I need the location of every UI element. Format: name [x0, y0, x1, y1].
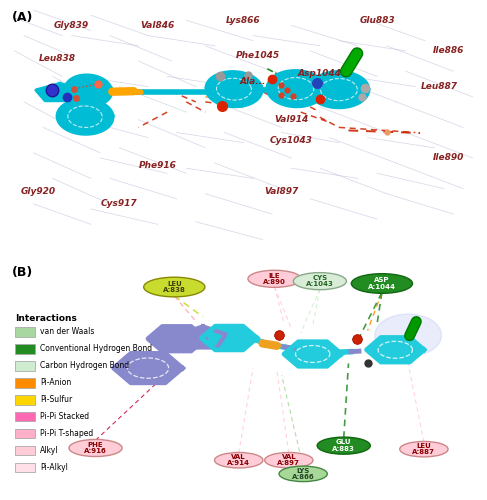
Polygon shape — [113, 354, 183, 383]
FancyBboxPatch shape — [16, 429, 36, 438]
Polygon shape — [267, 71, 325, 106]
Text: Ile886: Ile886 — [433, 46, 465, 56]
Ellipse shape — [215, 452, 263, 468]
FancyBboxPatch shape — [16, 446, 36, 456]
Text: Pi-Anion: Pi-Anion — [40, 378, 72, 387]
Ellipse shape — [317, 437, 370, 454]
Text: Lys866: Lys866 — [226, 16, 261, 25]
Polygon shape — [309, 72, 369, 108]
Polygon shape — [36, 84, 83, 100]
Text: GLU
A:883: GLU A:883 — [332, 440, 355, 452]
FancyBboxPatch shape — [16, 328, 36, 337]
Text: Carbon Hydrogen Bond: Carbon Hydrogen Bond — [40, 361, 130, 370]
Text: Conventional Hydrogen Bond: Conventional Hydrogen Bond — [40, 344, 152, 353]
Text: van der Waals: van der Waals — [40, 327, 94, 336]
Text: Interactions: Interactions — [16, 314, 77, 323]
Text: PHE
A:916: PHE A:916 — [84, 442, 107, 454]
FancyBboxPatch shape — [16, 463, 36, 472]
Text: LEU
A:887: LEU A:887 — [412, 443, 435, 456]
Ellipse shape — [279, 466, 327, 481]
Ellipse shape — [264, 452, 313, 468]
Text: Val914: Val914 — [274, 116, 308, 124]
Ellipse shape — [351, 274, 412, 293]
Text: Cys917: Cys917 — [101, 200, 138, 208]
FancyBboxPatch shape — [16, 362, 36, 370]
Text: Gly920: Gly920 — [21, 186, 56, 196]
Text: Pi-Pi Stacked: Pi-Pi Stacked — [40, 412, 89, 421]
Polygon shape — [57, 100, 113, 134]
Polygon shape — [148, 326, 206, 351]
Text: Gly839: Gly839 — [54, 21, 89, 30]
Ellipse shape — [375, 314, 442, 356]
Text: Leu887: Leu887 — [421, 82, 458, 91]
Text: CYS
A:1043: CYS A:1043 — [306, 275, 334, 287]
Text: Pi-Alkyl: Pi-Alkyl — [40, 462, 68, 471]
Text: Ala...: Ala... — [240, 77, 266, 86]
Ellipse shape — [293, 272, 346, 289]
Text: LYS
A:866: LYS A:866 — [292, 468, 315, 480]
Text: Cys1043: Cys1043 — [270, 136, 313, 144]
Text: (A): (A) — [12, 12, 34, 24]
Text: VAL
A:897: VAL A:897 — [278, 454, 300, 466]
Text: Phe1045: Phe1045 — [236, 52, 280, 60]
Text: Leu838: Leu838 — [39, 54, 76, 63]
FancyBboxPatch shape — [16, 412, 36, 422]
Text: ILE
A:890: ILE A:890 — [263, 272, 286, 285]
Ellipse shape — [69, 440, 122, 456]
Ellipse shape — [144, 277, 205, 297]
Text: Alkyl: Alkyl — [40, 446, 59, 454]
Text: ASP
A:1044: ASP A:1044 — [368, 277, 396, 290]
Text: Ile890: Ile890 — [433, 154, 465, 162]
FancyBboxPatch shape — [16, 378, 36, 388]
Text: Phe916: Phe916 — [139, 161, 176, 170]
Ellipse shape — [400, 442, 448, 457]
Polygon shape — [367, 338, 424, 362]
FancyBboxPatch shape — [16, 395, 36, 404]
Text: Val897: Val897 — [264, 186, 299, 196]
Polygon shape — [206, 72, 262, 106]
Polygon shape — [65, 75, 112, 106]
Text: Pi-Pi T-shaped: Pi-Pi T-shaped — [40, 428, 94, 438]
Text: Asp1044: Asp1044 — [298, 70, 342, 78]
Text: (B): (B) — [12, 266, 33, 279]
Text: Val846: Val846 — [140, 21, 175, 30]
Ellipse shape — [248, 270, 301, 287]
Polygon shape — [202, 326, 257, 350]
Text: Pi-Sulfur: Pi-Sulfur — [40, 395, 73, 404]
Polygon shape — [180, 326, 225, 347]
Text: LEU
A:838: LEU A:838 — [163, 281, 186, 293]
Text: VAL
A:914: VAL A:914 — [227, 454, 250, 466]
Polygon shape — [284, 342, 341, 366]
FancyBboxPatch shape — [16, 344, 36, 354]
Text: Glu883: Glu883 — [359, 16, 395, 25]
